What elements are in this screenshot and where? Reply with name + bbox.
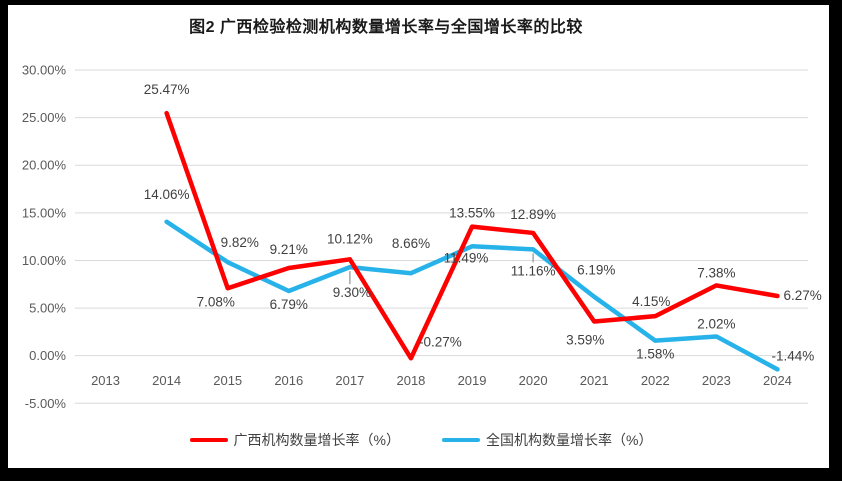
page-border-bottom <box>0 468 842 481</box>
data-label: 1.58% <box>636 347 674 362</box>
legend-swatch-guangxi <box>189 438 228 442</box>
page-border-right <box>829 0 842 481</box>
data-label: -0.27% <box>419 334 462 349</box>
x-tick-label: 2022 <box>641 373 670 388</box>
legend-item-guangxi: 广西机构数量增长率（%） <box>189 430 400 450</box>
series-line-1 <box>164 219 780 372</box>
data-label: 11.16% <box>511 263 556 278</box>
data-label: -1.44% <box>771 348 814 363</box>
data-label: 6.79% <box>270 297 308 312</box>
x-tick-label: 2019 <box>458 373 487 388</box>
data-label: 3.59% <box>566 332 604 347</box>
data-label: 12.89% <box>510 207 556 222</box>
data-label: 25.47% <box>144 82 190 97</box>
data-label: 14.06% <box>144 187 190 202</box>
y-tick-label: 20.00% <box>22 158 67 173</box>
y-tick-label: 5.00% <box>29 301 66 316</box>
y-tick-label: 0.00% <box>29 348 66 363</box>
data-label: 6.19% <box>577 263 615 278</box>
data-label: 9.30% <box>333 285 371 300</box>
series-line-0 <box>164 110 780 361</box>
x-tick-label: 2018 <box>396 373 425 388</box>
y-tick-label: 15.00% <box>22 205 67 220</box>
data-label: 9.21% <box>270 242 308 257</box>
y-tick-label: 10.00% <box>22 253 67 268</box>
page-border-top <box>0 0 842 5</box>
data-label: 8.66% <box>392 236 430 251</box>
x-tick-label: 2024 <box>763 373 792 388</box>
chart-legend: 广西机构数量增长率（%） 全国机构数量增长率（%） <box>0 430 842 450</box>
y-tick-label: -5.00% <box>25 396 67 411</box>
x-tick-label: 2021 <box>580 373 609 388</box>
legend-label-guangxi: 广西机构数量增长率（%） <box>233 432 400 448</box>
x-tick-label: 2020 <box>519 373 548 388</box>
x-tick-label: 2017 <box>335 373 364 388</box>
data-label: 11.49% <box>444 250 489 265</box>
data-label: 4.15% <box>632 294 670 309</box>
data-label: 10.12% <box>327 231 373 246</box>
data-label: 13.55% <box>449 206 495 221</box>
page-border-left <box>0 0 8 481</box>
legend-label-national: 全国机构数量增长率（%） <box>486 432 653 448</box>
x-tick-label: 2016 <box>274 373 303 388</box>
y-tick-label: 30.00% <box>22 63 67 78</box>
legend-item-national: 全国机构数量增长率（%） <box>442 430 652 450</box>
x-tick-label: 2023 <box>702 373 731 388</box>
x-tick-label: 2014 <box>152 373 181 388</box>
x-tick-label: 2015 <box>213 373 242 388</box>
x-tick-label: 2013 <box>91 373 120 388</box>
data-label: 6.27% <box>783 288 821 303</box>
y-tick-label: 25.00% <box>22 110 67 125</box>
data-label: 7.38% <box>697 265 735 280</box>
data-label: 9.82% <box>221 235 259 250</box>
chart-title: 图2 广西检验检测机构数量增长率与全国增长率的比较 <box>189 19 583 36</box>
data-label: 7.08% <box>197 294 235 309</box>
data-label: 2.02% <box>697 316 735 331</box>
legend-swatch-national <box>442 438 480 442</box>
